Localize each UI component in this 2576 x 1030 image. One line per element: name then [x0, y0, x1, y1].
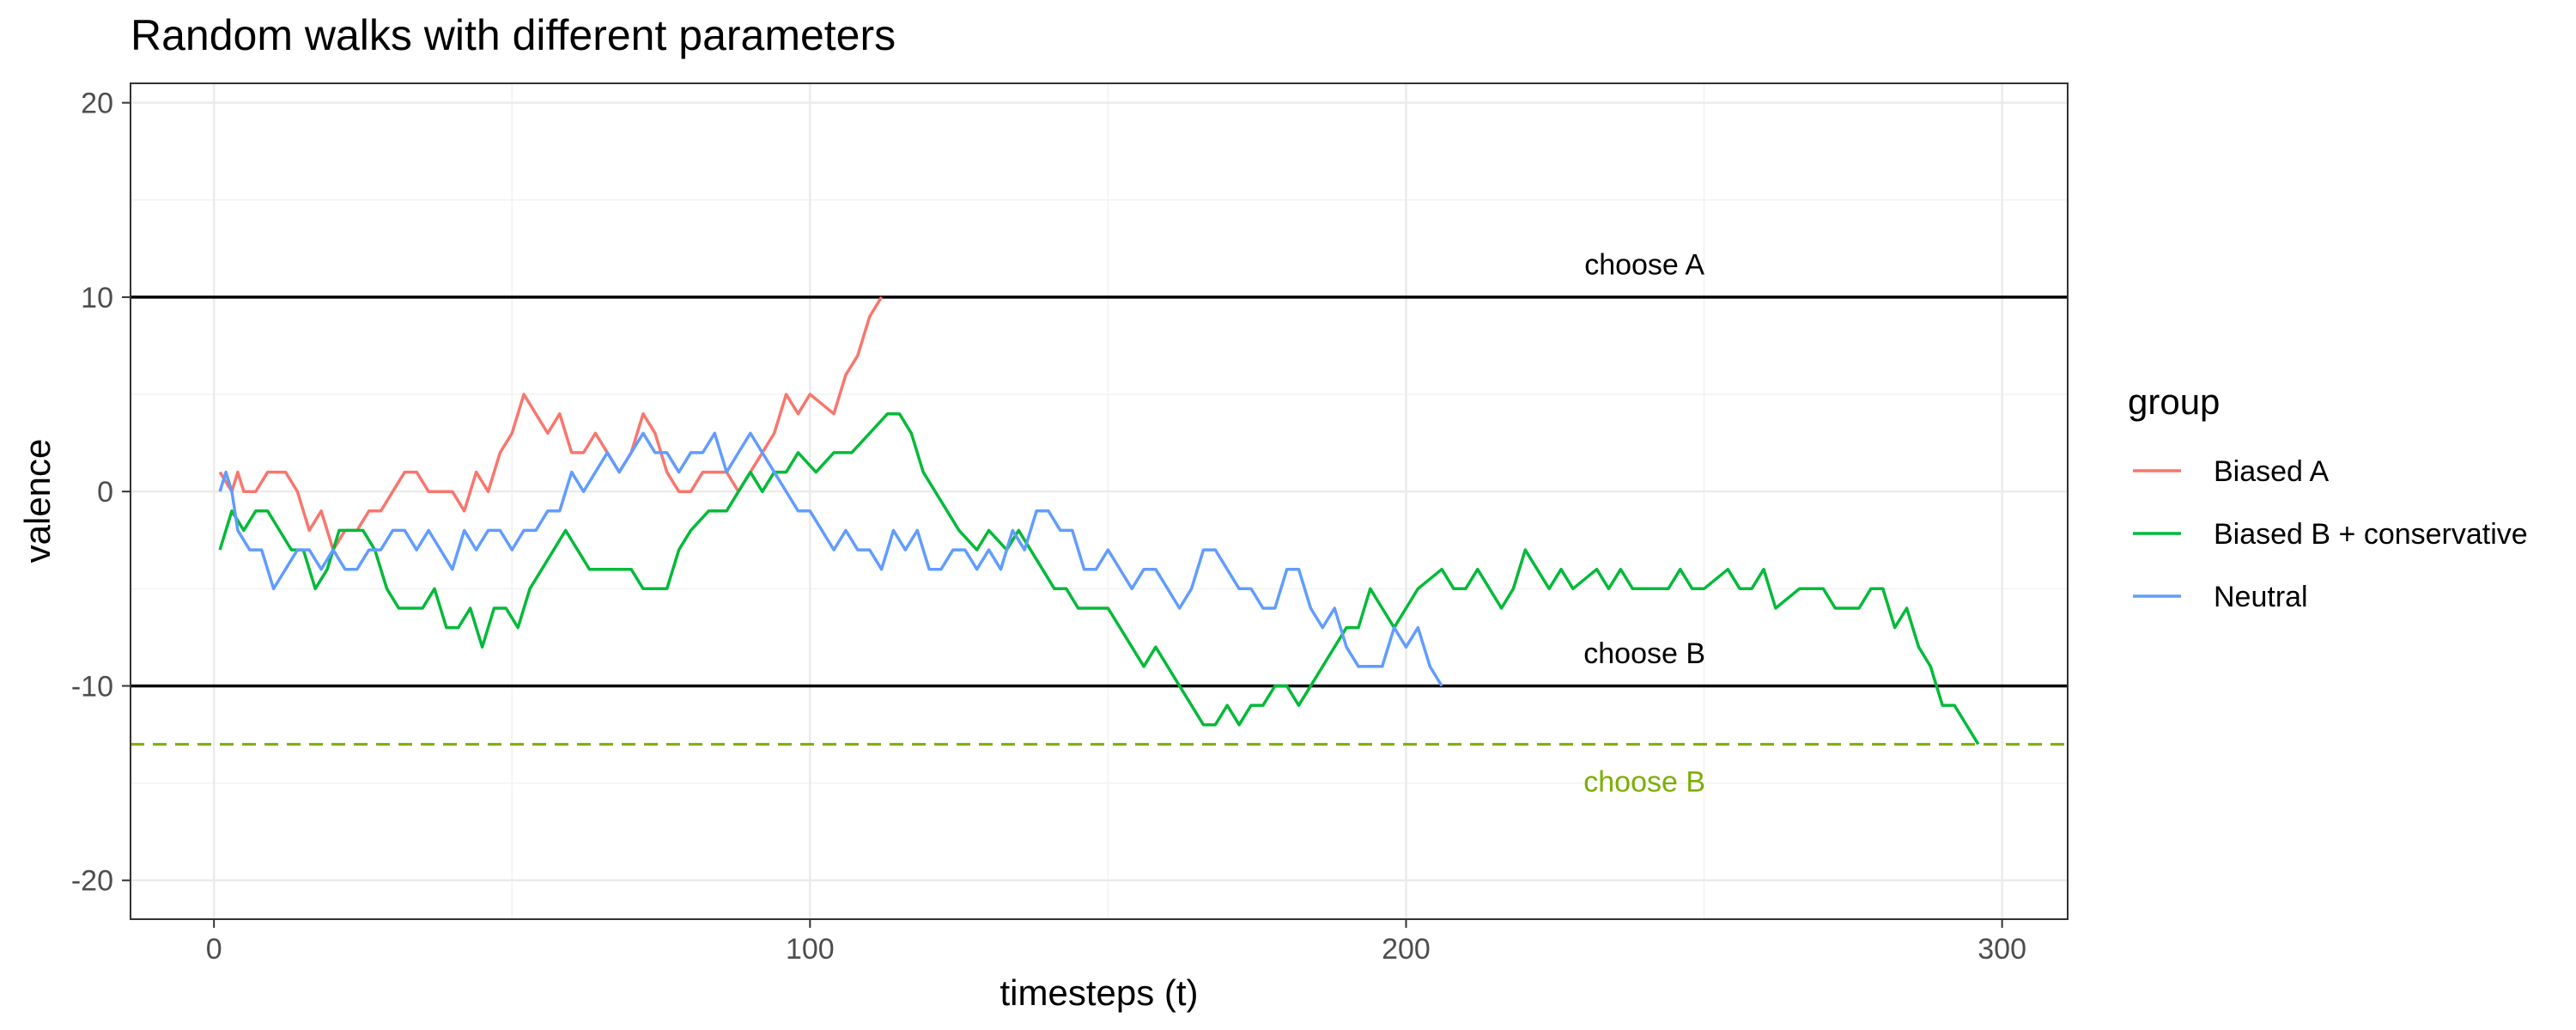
y-tick-label: 0 [97, 476, 113, 509]
series-lines [218, 296, 1980, 746]
threshold-label: choose B [1583, 765, 1705, 798]
y-axis-title: valence [17, 439, 58, 564]
threshold-label: choose B [1583, 637, 1705, 670]
chart-title: Random walks with different parameters [131, 11, 896, 59]
legend-title: group [2128, 381, 2220, 422]
legend-label: Biased A [2214, 455, 2330, 488]
plot-panel: choose A choose B choose B [130, 82, 2069, 920]
x-tick-label: 300 [1978, 933, 2026, 966]
x-axis-title: timesteps (t) [999, 972, 1198, 1013]
x-tick-label: 0 [206, 933, 222, 966]
series-line [218, 431, 1443, 687]
series-line [218, 296, 884, 552]
y-axis: 20 10 0 -10 -20 [71, 88, 131, 898]
y-tick-label: 20 [81, 88, 113, 120]
legend-label: Neutral [2214, 581, 2308, 613]
y-tick-label: 10 [81, 282, 113, 314]
x-tick-label: 200 [1382, 933, 1431, 966]
x-axis: 0 100 200 300 [206, 919, 2026, 966]
series-line [218, 411, 1980, 746]
y-tick-label: -10 [71, 670, 113, 703]
legend: group Biased A Biased B + conservative Neu… [2128, 381, 2528, 613]
threshold-label: choose A [1584, 248, 1704, 281]
panel-border [130, 82, 2069, 920]
y-tick-label: -20 [71, 865, 113, 898]
panel-background [131, 83, 2068, 919]
threshold-lines: choose A choose B choose B [131, 248, 2068, 798]
legend-label: Biased B + conservative [2214, 518, 2528, 551]
x-tick-label: 100 [786, 933, 835, 966]
